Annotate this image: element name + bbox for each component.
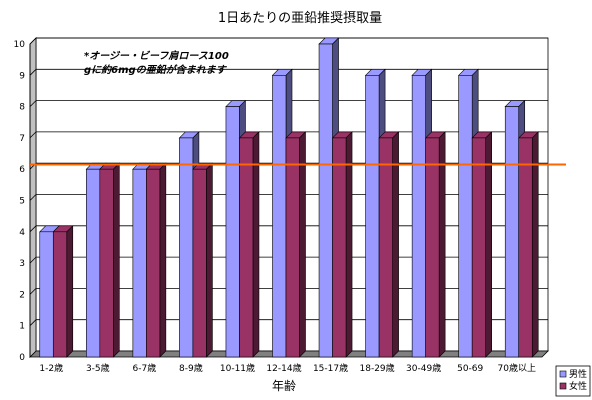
bar-female	[192, 168, 207, 358]
y-tick-label: 5	[19, 197, 25, 207]
bar-female	[146, 168, 161, 358]
x-tick-label: 1-2歳	[39, 362, 63, 374]
bar-female	[518, 137, 533, 358]
bar-male	[86, 168, 101, 358]
y-tick-label: 9	[19, 71, 25, 81]
bar-male	[411, 75, 426, 358]
bar-female	[471, 137, 486, 358]
x-tick-label: 6-7歳	[133, 362, 157, 374]
bar-male	[225, 106, 240, 358]
legend-swatch	[559, 370, 567, 378]
bar-female	[425, 137, 440, 358]
x-axis-title: 年齢	[272, 378, 296, 393]
y-tick-label: 0	[19, 353, 25, 363]
gridline-depth	[29, 288, 37, 295]
legend-swatch	[559, 382, 567, 390]
plot-area: 0 1 2 3 4 5 6 7 8 9 10 1-2歳 3-5歳 6-7歳 8-9歳 10-11歳 12-14歳…	[14, 37, 566, 374]
gridline-depth	[29, 319, 37, 326]
gridline-depth	[29, 256, 37, 264]
bar-male	[39, 231, 54, 358]
bar-female	[378, 137, 393, 358]
x-tick-label: 3-5歳	[86, 362, 110, 374]
annotation: *オージー・ビーフ肩ロース100 gに約6mgの亜鉛が含まれます	[84, 50, 229, 76]
bar-male	[318, 43, 333, 358]
x-tick-label: 50-69	[457, 364, 483, 374]
bar-side	[345, 131, 353, 358]
gridline-depth	[29, 131, 37, 139]
annotation-line-2: gに約6mgの亜鉛が含まれます	[84, 64, 228, 76]
x-tick-label: 10-11歳	[220, 362, 255, 374]
bar-side	[113, 162, 120, 358]
y-tick-label: 6	[19, 165, 25, 175]
x-tick-label: 8-9歳	[179, 362, 203, 374]
bar-side	[485, 131, 492, 358]
bar-female	[52, 231, 68, 358]
y-tick-label: 7	[19, 134, 25, 144]
bar-female	[239, 137, 254, 358]
gridline-depth	[29, 100, 37, 107]
x-tick-label: 15-17歳	[313, 362, 348, 374]
bar-male	[132, 168, 147, 358]
y-tick-label: 8	[19, 103, 25, 113]
bar-female	[285, 137, 300, 358]
bar-side	[66, 225, 74, 358]
bar-male	[179, 137, 194, 358]
bar-male	[458, 75, 473, 358]
x-tick-label: 12-14歳	[266, 362, 301, 374]
bar-male	[365, 75, 380, 358]
bar-male	[272, 75, 287, 358]
bar-side	[206, 162, 213, 358]
annotation-line-1: *オージー・ビーフ肩ロース100	[84, 50, 229, 62]
bar-male	[504, 106, 520, 358]
x-tick-label: 30-49歳	[406, 362, 441, 374]
bar-female	[332, 137, 347, 358]
legend-label: 女性	[569, 380, 587, 392]
gridline-depth	[29, 225, 37, 233]
bar-side	[438, 131, 446, 358]
bar-side	[299, 131, 306, 358]
x-tick-label: 18-29歳	[360, 362, 395, 374]
gridline-depth	[29, 37, 37, 45]
gridline-depth	[29, 194, 37, 201]
bar-side	[531, 131, 539, 358]
x-tick-label: 70歳以上	[498, 362, 536, 374]
gridline-depth	[29, 69, 37, 76]
y-tick-label: 2	[19, 290, 25, 300]
bar-side	[392, 131, 399, 358]
bar-female	[99, 168, 114, 358]
y-tick-label: 3	[19, 259, 25, 269]
chart-title: 1日あたりの亜鉛推奨摂取量	[218, 10, 382, 26]
legend-label: 男性	[569, 368, 587, 380]
y-tick-label: 1	[19, 322, 25, 332]
y-tick-label: 10	[14, 40, 26, 50]
bar-side	[159, 162, 167, 358]
bar-side	[252, 131, 260, 358]
y-tick-label: 4	[19, 228, 25, 238]
